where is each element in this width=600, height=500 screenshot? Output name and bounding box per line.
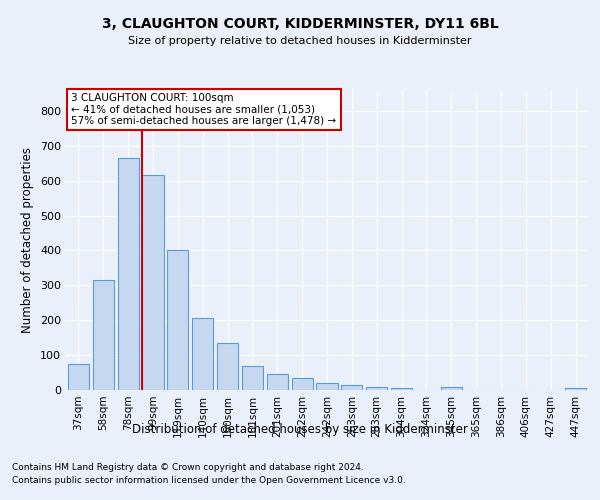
Text: 3 CLAUGHTON COURT: 100sqm
← 41% of detached houses are smaller (1,053)
57% of se: 3 CLAUGHTON COURT: 100sqm ← 41% of detac… <box>71 93 337 126</box>
Bar <box>167 250 188 390</box>
Bar <box>142 176 164 390</box>
Bar <box>292 378 313 390</box>
Bar <box>192 318 213 390</box>
Bar <box>118 158 139 390</box>
Bar <box>565 388 586 390</box>
Text: Contains public sector information licensed under the Open Government Licence v3: Contains public sector information licen… <box>12 476 406 485</box>
Text: Distribution of detached houses by size in Kidderminster: Distribution of detached houses by size … <box>132 422 468 436</box>
Bar <box>267 374 288 390</box>
Bar <box>93 280 114 390</box>
Bar <box>68 364 89 390</box>
Bar <box>316 383 338 390</box>
Bar <box>391 388 412 390</box>
Y-axis label: Number of detached properties: Number of detached properties <box>22 147 34 333</box>
Bar <box>242 366 263 390</box>
Text: Size of property relative to detached houses in Kidderminster: Size of property relative to detached ho… <box>128 36 472 46</box>
Bar <box>217 343 238 390</box>
Bar <box>366 386 387 390</box>
Bar <box>441 387 462 390</box>
Bar <box>341 385 362 390</box>
Text: Contains HM Land Registry data © Crown copyright and database right 2024.: Contains HM Land Registry data © Crown c… <box>12 464 364 472</box>
Text: 3, CLAUGHTON COURT, KIDDERMINSTER, DY11 6BL: 3, CLAUGHTON COURT, KIDDERMINSTER, DY11 … <box>101 18 499 32</box>
